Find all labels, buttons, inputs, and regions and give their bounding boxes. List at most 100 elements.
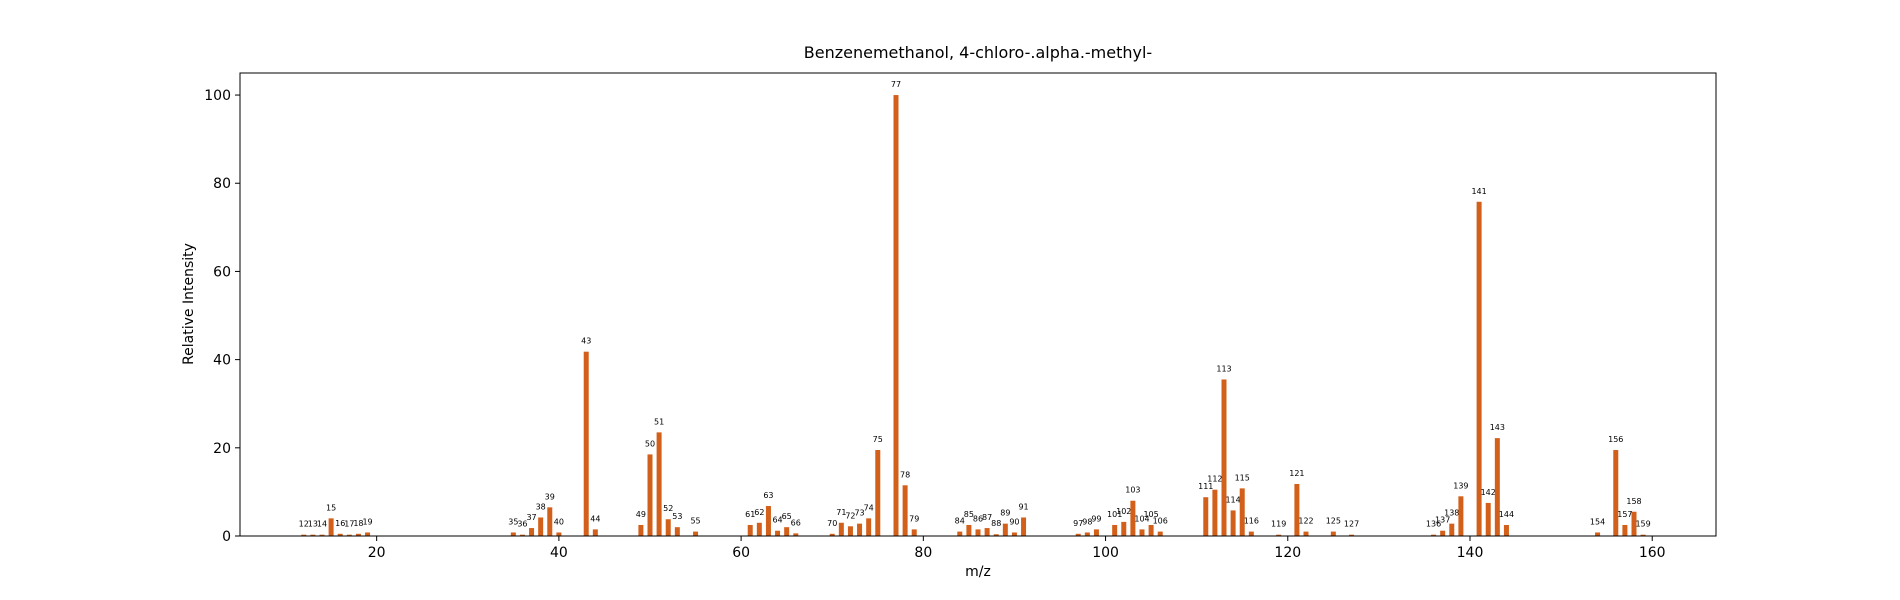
bar-mz-119	[1276, 534, 1282, 536]
bar-mz-157	[1622, 524, 1628, 536]
bar-mz-111	[1203, 497, 1209, 536]
y-tick-label-60: 60	[213, 264, 231, 280]
bar-label-mz-119: 119	[1271, 520, 1286, 529]
bar-mz-159	[1640, 534, 1646, 536]
bar-label-mz-37: 37	[526, 513, 536, 522]
bar-label-mz-101: 101	[1107, 510, 1122, 519]
bar-mz-142	[1485, 502, 1491, 536]
bar-label-mz-143: 143	[1490, 423, 1505, 432]
bar-mz-154	[1595, 532, 1601, 536]
bar-mz-136	[1431, 534, 1437, 536]
bar-mz-14	[319, 534, 325, 536]
bar-mz-84	[957, 531, 963, 536]
bar-mz-97	[1075, 533, 1081, 536]
y-axis-label: Relative Intensity	[181, 243, 197, 365]
bar-label-mz-14: 14	[317, 520, 327, 529]
bar-label-mz-52: 52	[663, 504, 673, 513]
bar-label-mz-49: 49	[636, 510, 646, 519]
bar-label-mz-136: 136	[1426, 520, 1441, 529]
bar-label-mz-112: 112	[1207, 475, 1222, 484]
bar-label-mz-87: 87	[982, 513, 992, 522]
bar-mz-18	[355, 533, 361, 536]
bar-label-mz-79: 79	[909, 514, 919, 523]
bar-mz-89	[1002, 523, 1008, 536]
bar-mz-50	[647, 454, 653, 536]
x-tick-label-100: 100	[1092, 545, 1119, 561]
bar-label-mz-62: 62	[754, 508, 764, 517]
bar-mz-49	[638, 524, 644, 536]
x-tick-label-20: 20	[368, 545, 386, 561]
x-axis-label: m/z	[965, 564, 991, 580]
bar-label-mz-158: 158	[1626, 497, 1641, 506]
bar-mz-70	[829, 533, 835, 536]
bar-label-mz-139: 139	[1453, 481, 1468, 490]
bar-label-mz-15: 15	[326, 503, 336, 512]
bar-label-mz-91: 91	[1018, 502, 1028, 511]
bar-label-mz-16: 16	[335, 519, 345, 528]
bar-label-mz-71: 71	[836, 508, 846, 517]
bar-mz-101	[1112, 524, 1118, 536]
bar-mz-122	[1303, 531, 1309, 536]
bar-label-mz-88: 88	[991, 519, 1001, 528]
bar-label-mz-154: 154	[1590, 517, 1605, 526]
bar-mz-38	[538, 517, 544, 536]
bar-mz-19	[365, 532, 371, 536]
bar-label-mz-103: 103	[1125, 486, 1140, 495]
bar-mz-53	[674, 527, 680, 536]
bar-mz-51	[656, 432, 662, 536]
bar-mz-61	[747, 524, 753, 536]
bar-label-mz-78: 78	[900, 470, 910, 479]
bar-mz-87	[984, 528, 990, 536]
bar-mz-144	[1503, 524, 1509, 536]
bar-mz-39	[547, 507, 553, 536]
bar-mz-116	[1248, 531, 1254, 536]
y-tick-label-80: 80	[213, 176, 231, 192]
bar-mz-127	[1349, 534, 1355, 536]
bar-mz-79	[911, 529, 917, 536]
bar-mz-17	[346, 534, 352, 536]
bar-label-mz-40: 40	[554, 517, 564, 526]
bar-label-mz-72: 72	[845, 511, 855, 520]
bar-label-mz-90: 90	[1009, 517, 1019, 526]
x-tick-label-140: 140	[1457, 545, 1484, 561]
bar-label-mz-105: 105	[1143, 510, 1158, 519]
bar-label-mz-116: 116	[1244, 517, 1259, 526]
bar-mz-103	[1130, 500, 1136, 536]
bar-label-mz-75: 75	[873, 435, 883, 444]
chart-title: Benzenemethanol, 4-chloro-.alpha.-methyl…	[804, 43, 1152, 62]
bar-mz-43	[583, 351, 589, 536]
bar-label-mz-85: 85	[964, 510, 974, 519]
bar-label-mz-53: 53	[672, 512, 682, 521]
bar-label-mz-43: 43	[581, 337, 591, 346]
bar-mz-113	[1221, 379, 1227, 536]
x-tick-label-60: 60	[732, 545, 750, 561]
bar-mz-16	[337, 533, 343, 536]
bar-label-mz-38: 38	[536, 502, 546, 511]
plot-frame	[239, 72, 1717, 537]
bar-mz-65	[784, 527, 790, 536]
bar-mz-104	[1139, 529, 1145, 536]
bar-mz-139	[1458, 496, 1464, 536]
x-tick-label-120: 120	[1274, 545, 1301, 561]
bar-mz-78	[902, 485, 908, 536]
bar-label-mz-39: 39	[545, 492, 555, 501]
y-tick-label-20: 20	[213, 441, 231, 457]
bar-label-mz-77: 77	[891, 80, 901, 89]
bar-mz-143	[1494, 438, 1500, 536]
bar-label-mz-36: 36	[517, 520, 527, 529]
bar-label-mz-13: 13	[308, 520, 318, 529]
bar-label-mz-74: 74	[864, 503, 874, 512]
bar-label-mz-113: 113	[1216, 364, 1231, 373]
bar-label-mz-61: 61	[745, 510, 755, 519]
bar-mz-36	[519, 534, 525, 536]
bar-mz-64	[775, 530, 781, 536]
bar-mz-71	[838, 522, 844, 536]
bar-label-mz-156: 156	[1608, 435, 1623, 444]
bar-label-mz-114: 114	[1225, 495, 1240, 504]
bar-label-mz-125: 125	[1326, 517, 1341, 526]
bar-mz-99	[1093, 529, 1099, 536]
bar-label-mz-89: 89	[1000, 509, 1010, 518]
bar-mz-44	[592, 529, 598, 536]
bar-label-mz-138: 138	[1444, 509, 1459, 518]
bar-mz-13	[310, 534, 316, 536]
